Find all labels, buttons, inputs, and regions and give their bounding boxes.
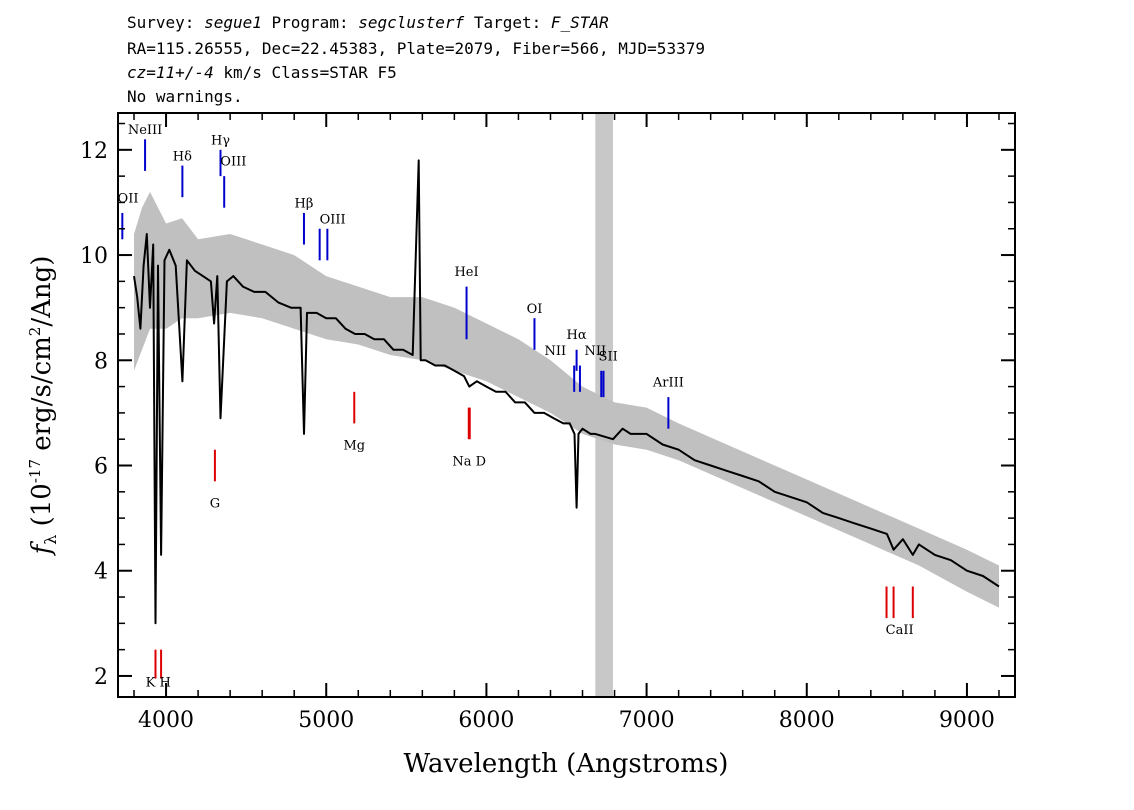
y-tick-label: 4 [94,560,108,585]
emission-line-label: OII [118,191,139,206]
absorption-line-label: K H [146,675,171,690]
flux-line [133,159,1000,625]
absorption-line-label: Na D [452,455,486,470]
emission-line-label: Hγ [211,134,230,149]
x-tick-label: 7000 [619,708,675,733]
y-tick-label: 10 [80,244,108,269]
emission-line-label: OI [527,302,543,317]
absorption-line-label: Mg [343,439,365,454]
x-tick-label: 4000 [138,708,194,733]
emission-line-label: SII [599,349,618,364]
x-axis-title: Wavelength (Angstroms) [404,749,729,779]
y-tick-label: 12 [80,139,108,164]
header-line-1: Survey: segue1 Program: segclusterf Targ… [127,13,609,32]
x-tick-label: 9000 [939,708,995,733]
emission-line-label: HeI [454,265,478,280]
emission-line-markers: OIINeIIIHδHγOIIIHβOIIIHeIOINIIHαNIISIIAr… [118,123,684,429]
emission-line-label: NII [585,344,607,359]
y-tick-label: 6 [94,455,108,480]
plot-frame [117,112,1016,698]
emission-line-label: OIII [220,155,246,170]
y-tick-label: 2 [94,665,108,690]
emission-line-label: NeIII [128,123,162,138]
error-band [134,191,999,608]
y-axis: 2 4 6 8 10 12 [80,122,1015,690]
absorption-line-label: CaII [886,623,914,638]
absorption-line-label: G [210,497,220,512]
x-tick-label: 8000 [779,708,835,733]
y-tick-label: 8 [94,349,108,374]
x-axis: 4000 5000 6000 7000 8000 9000 [133,113,1000,733]
y-axis-title: fλ (10-17 erg/s/cm2/Ang) [26,256,60,557]
emission-line-label: OIII [320,212,346,227]
x-tick-label: 5000 [298,708,354,733]
absorption-line-markers: K H G Mg Na D CaII [146,391,914,690]
header-warnings: No warnings. [127,87,243,106]
header-redshift: cz=11+/-4 km/s Class=STAR F5 [127,63,397,82]
x-tick-label: 6000 [458,708,514,733]
emission-line-label: Hα [567,328,587,343]
emission-line-label: Hδ [173,149,192,164]
emission-line-label: ArIII [652,376,684,391]
emission-line-label: NII [544,344,566,359]
emission-line-label: Hβ [295,197,314,212]
header-coords: RA=115.26555, Dec=22.45383, Plate=2079, … [127,39,705,58]
chart-header: Survey: segue1 Program: segclusterf Targ… [127,13,705,106]
